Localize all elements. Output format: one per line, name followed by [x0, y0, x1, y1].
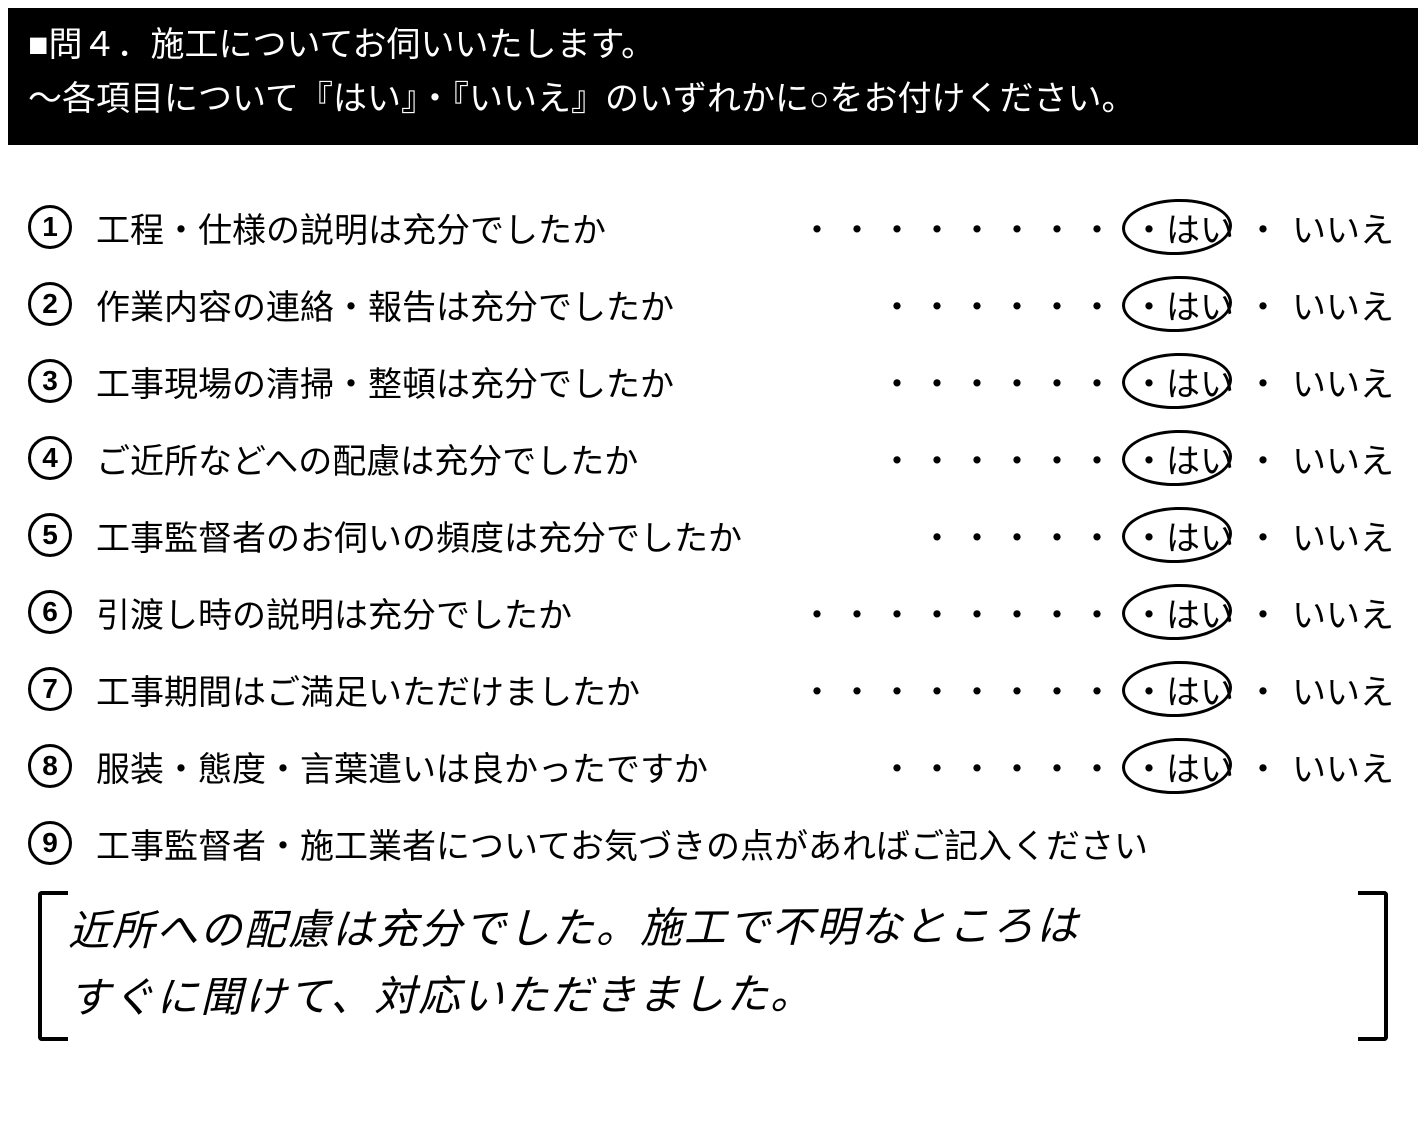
question-number: 8: [28, 744, 72, 788]
question-text: 作業内容の連絡・報告は充分でしたか: [96, 280, 674, 329]
answer-yes: ・はい: [1128, 742, 1238, 791]
bracket-right-icon: [1358, 891, 1388, 1041]
question-number: 6: [28, 590, 72, 634]
answer-no: いいえ: [1288, 588, 1398, 637]
answer-no: いいえ: [1288, 203, 1398, 252]
leader-dots: ・・・・・・: [674, 357, 1128, 406]
question-number: 2: [28, 282, 72, 326]
question-number: 3: [28, 359, 72, 403]
answer-group: ・はい ・ いいえ: [1128, 357, 1398, 406]
answer-group: ・はい ・ いいえ: [1128, 511, 1398, 560]
leader-dots: ・・・・・・: [708, 742, 1128, 791]
leader-dots: ・・・・・・・・: [572, 588, 1128, 637]
question-row-7: 7 工事期間はご満足いただけましたか ・・・・・・・・ ・はい ・ いいえ: [28, 665, 1398, 714]
handwritten-text: 近所への配慮は充分でした。施工で不明なところは すぐに聞けて、対応いただきました…: [68, 892, 1359, 1033]
handwritten-line-1: 近所への配慮は充分でした。施工で不明なところは: [68, 892, 1358, 966]
answer-no: いいえ: [1288, 357, 1398, 406]
answer-yes: ・はい: [1128, 357, 1238, 406]
answer-separator: ・: [1238, 357, 1288, 406]
question-text: 工事期間はご満足いただけましたか: [96, 665, 640, 714]
answer-yes: ・はい: [1128, 665, 1238, 714]
leader-dots: ・・・・・・: [674, 280, 1128, 329]
answer-separator: ・: [1238, 588, 1288, 637]
answer-separator: ・: [1238, 742, 1288, 791]
leader-dots: ・・・・・: [742, 511, 1128, 560]
question-row-4: 4 ご近所などへの配慮は充分でしたか ・・・・・・ ・はい ・ いいえ: [28, 434, 1398, 483]
answer-group: ・はい ・ いいえ: [1128, 742, 1398, 791]
header-instruction: ～各項目について『はい』・『いいえ』のいずれかに○をお付けください。: [28, 72, 1398, 126]
question-number: 9: [28, 821, 72, 865]
question-number: 1: [28, 205, 72, 249]
handwritten-response-area: 近所への配慮は充分でした。施工で不明なところは すぐに聞けて、対応いただきました…: [38, 886, 1388, 1040]
question-number: 5: [28, 513, 72, 557]
question-text: 引渡し時の説明は充分でしたか: [96, 588, 572, 637]
question-text: 服装・態度・言葉遣いは良かったですか: [96, 742, 708, 791]
answer-group: ・はい ・ いいえ: [1128, 665, 1398, 714]
answer-no: いいえ: [1288, 511, 1398, 560]
handwritten-line-2: すぐに聞けて、対応いただきました。: [68, 960, 1358, 1034]
answer-separator: ・: [1238, 280, 1288, 329]
question-row-5: 5 工事監督者のお伺いの頻度は充分でしたか ・・・・・ ・はい ・ いいえ: [28, 511, 1398, 560]
answer-no: いいえ: [1288, 280, 1398, 329]
answer-yes: ・はい: [1128, 203, 1238, 252]
question-row-8: 8 服装・態度・言葉遣いは良かったですか ・・・・・・ ・はい ・ いいえ: [28, 742, 1398, 791]
questions-list: 1 工程・仕様の説明は充分でしたか ・・・・・・・・ ・はい ・ いいえ 2 作…: [8, 145, 1418, 1050]
answer-group: ・はい ・ いいえ: [1128, 588, 1398, 637]
answer-yes: ・はい: [1128, 511, 1238, 560]
question-text: ご近所などへの配慮は充分でしたか: [96, 434, 638, 483]
leader-dots: ・・・・・・・・: [640, 665, 1128, 714]
question-text: 工事監督者のお伺いの頻度は充分でしたか: [96, 511, 742, 560]
question-row-1: 1 工程・仕様の説明は充分でしたか ・・・・・・・・ ・はい ・ いいえ: [28, 203, 1398, 252]
answer-group: ・はい ・ いいえ: [1128, 280, 1398, 329]
header-title: ■問４．施工についてお伺いいたします。: [28, 18, 1398, 72]
answer-separator: ・: [1238, 511, 1288, 560]
answer-separator: ・: [1238, 665, 1288, 714]
answer-group: ・はい ・ いいえ: [1128, 203, 1398, 252]
question-text: 工程・仕様の説明は充分でしたか: [96, 203, 606, 252]
answer-yes: ・はい: [1128, 434, 1238, 483]
question-row-2: 2 作業内容の連絡・報告は充分でしたか ・・・・・・ ・はい ・ いいえ: [28, 280, 1398, 329]
answer-group: ・はい ・ いいえ: [1128, 434, 1398, 483]
leader-dots: ・・・・・・・・: [606, 203, 1128, 252]
question-text: 工事現場の清掃・整頓は充分でしたか: [96, 357, 674, 406]
question-header: ■問４．施工についてお伺いいたします。 ～各項目について『はい』・『いいえ』のい…: [8, 8, 1418, 145]
answer-no: いいえ: [1288, 742, 1398, 791]
answer-no: いいえ: [1288, 434, 1398, 483]
question-number: 7: [28, 667, 72, 711]
answer-no: いいえ: [1288, 665, 1398, 714]
question-row-6: 6 引渡し時の説明は充分でしたか ・・・・・・・・ ・はい ・ いいえ: [28, 588, 1398, 637]
questionnaire-container: ■問４．施工についてお伺いいたします。 ～各項目について『はい』・『いいえ』のい…: [8, 8, 1418, 1050]
answer-separator: ・: [1238, 434, 1288, 483]
bracket-left-icon: [38, 891, 68, 1041]
question-number: 4: [28, 436, 72, 480]
answer-yes: ・はい: [1128, 588, 1238, 637]
question-row-9: 9 工事監督者・施工業者についてお気づきの点があればご記入ください: [28, 819, 1398, 868]
leader-dots: ・・・・・・: [638, 434, 1128, 483]
question-text: 工事監督者・施工業者についてお気づきの点があればご記入ください: [96, 819, 1148, 868]
answer-yes: ・はい: [1128, 280, 1238, 329]
answer-separator: ・: [1238, 203, 1288, 252]
question-row-3: 3 工事現場の清掃・整頓は充分でしたか ・・・・・・ ・はい ・ いいえ: [28, 357, 1398, 406]
